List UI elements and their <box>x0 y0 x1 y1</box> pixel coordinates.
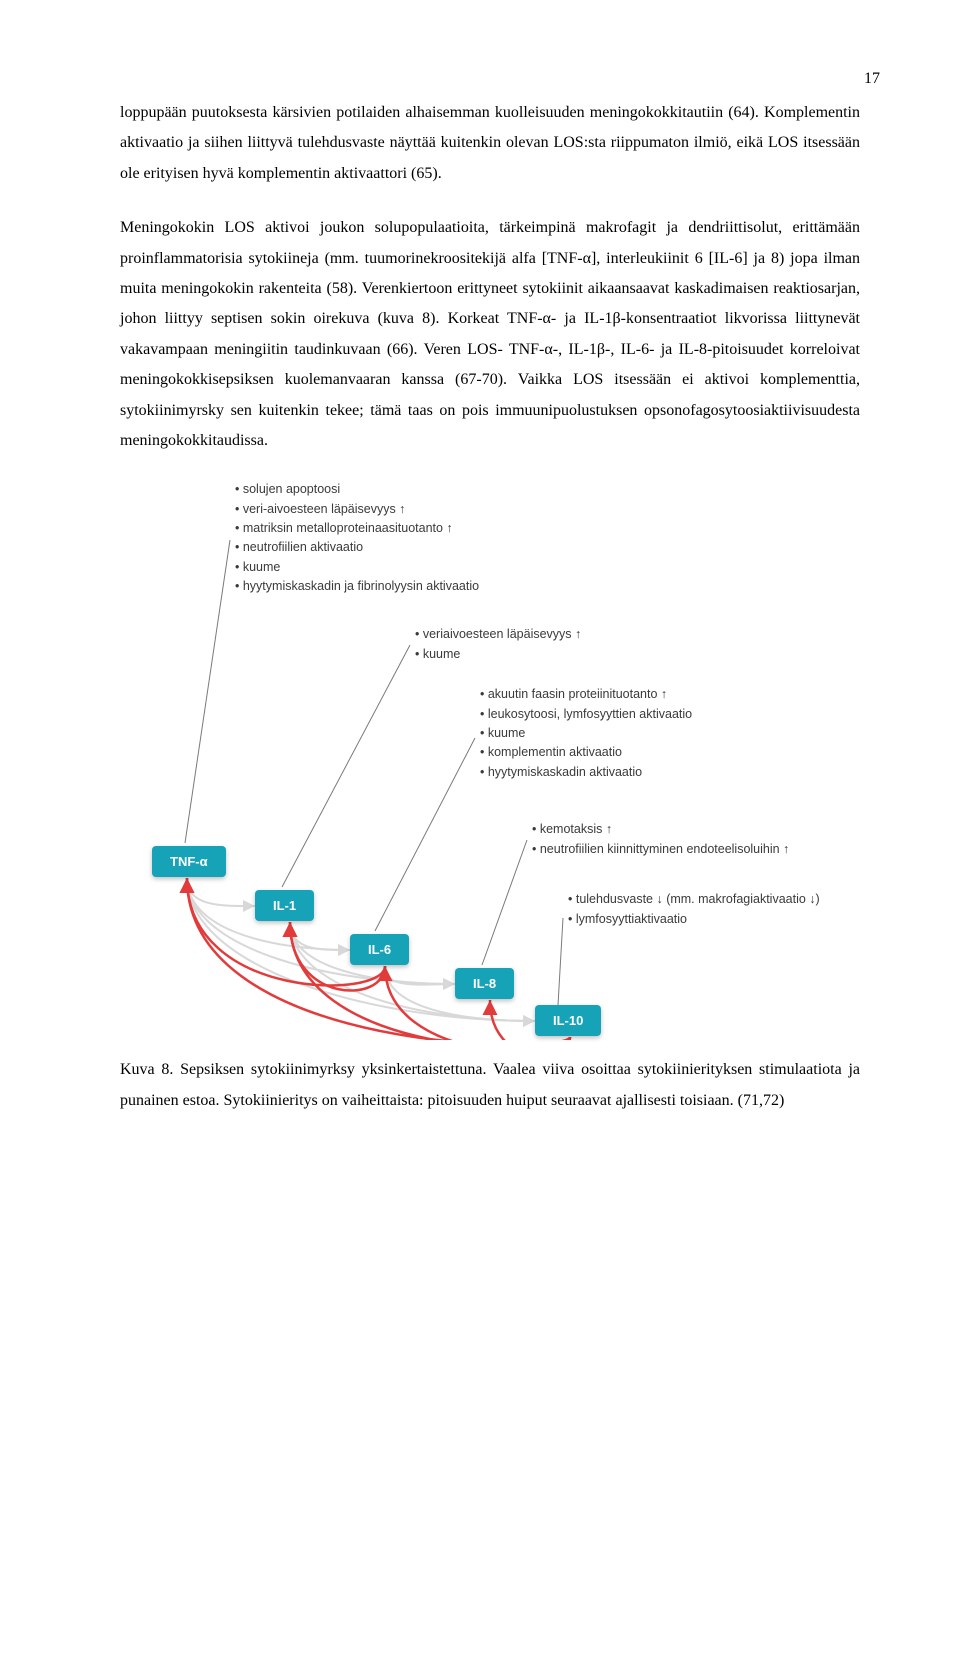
cytokine-diagram: TNF-αIL-1IL-6IL-8IL-10solujen apoptoosiv… <box>120 480 860 1040</box>
effect-item: kuume <box>480 724 692 743</box>
effect-item: neutrofiilien kiinnittyminen endoteeliso… <box>532 840 789 859</box>
effect-item: tulehdusvaste ↓ (mm. makrofagiaktivaatio… <box>568 890 820 909</box>
cytokine-node-il6: IL-6 <box>350 934 409 965</box>
effect-list-b_il6: akuutin faasin proteiinituotanto ↑leukos… <box>480 685 692 782</box>
cytokine-node-tnf: TNF-α <box>152 846 226 877</box>
effect-list-b_il1: veriaivoesteen läpäisevyys ↑kuume <box>415 625 581 664</box>
effect-item: leukosytoosi, lymfosyyttien aktivaatio <box>480 705 692 724</box>
effect-list-b_tnf: solujen apoptoosiveri-aivoesteen läpäise… <box>235 480 479 596</box>
paragraph-2: Meningokokin LOS aktivoi joukon solupopu… <box>120 213 860 456</box>
effect-item: kuume <box>415 645 581 664</box>
effect-list-b_il8: kemotaksis ↑neutrofiilien kiinnittyminen… <box>532 820 789 859</box>
effect-item: lymfosyyttiaktivaatio <box>568 910 820 929</box>
effect-item: komplementin aktivaatio <box>480 743 692 762</box>
cytokine-node-il10: IL-10 <box>535 1005 601 1036</box>
effect-item: veriaivoesteen läpäisevyys ↑ <box>415 625 581 644</box>
page-number: 17 <box>120 70 880 88</box>
effect-item: hyytymiskaskadin ja fibrinolyysin aktiva… <box>235 577 479 596</box>
effect-item: kemotaksis ↑ <box>532 820 789 839</box>
effect-item: veri-aivoesteen läpäisevyys ↑ <box>235 500 479 519</box>
effect-list-b_il10: tulehdusvaste ↓ (mm. makrofagiaktivaatio… <box>568 890 820 929</box>
effect-item: solujen apoptoosi <box>235 480 479 499</box>
effect-item: matriksin metalloproteinaasituotanto ↑ <box>235 519 479 538</box>
effect-item: hyytymiskaskadin aktivaatio <box>480 763 692 782</box>
cytokine-node-il1: IL-1 <box>255 890 314 921</box>
paragraph-1: loppupään puutoksesta kärsivien potilaid… <box>120 98 860 189</box>
cytokine-node-il8: IL-8 <box>455 968 514 999</box>
effect-item: neutrofiilien aktivaatio <box>235 538 479 557</box>
figure-caption: Kuva 8. Sepsiksen sytokiinimyrksy yksink… <box>120 1055 860 1116</box>
effect-item: akuutin faasin proteiinituotanto ↑ <box>480 685 692 704</box>
effect-item: kuume <box>235 558 479 577</box>
